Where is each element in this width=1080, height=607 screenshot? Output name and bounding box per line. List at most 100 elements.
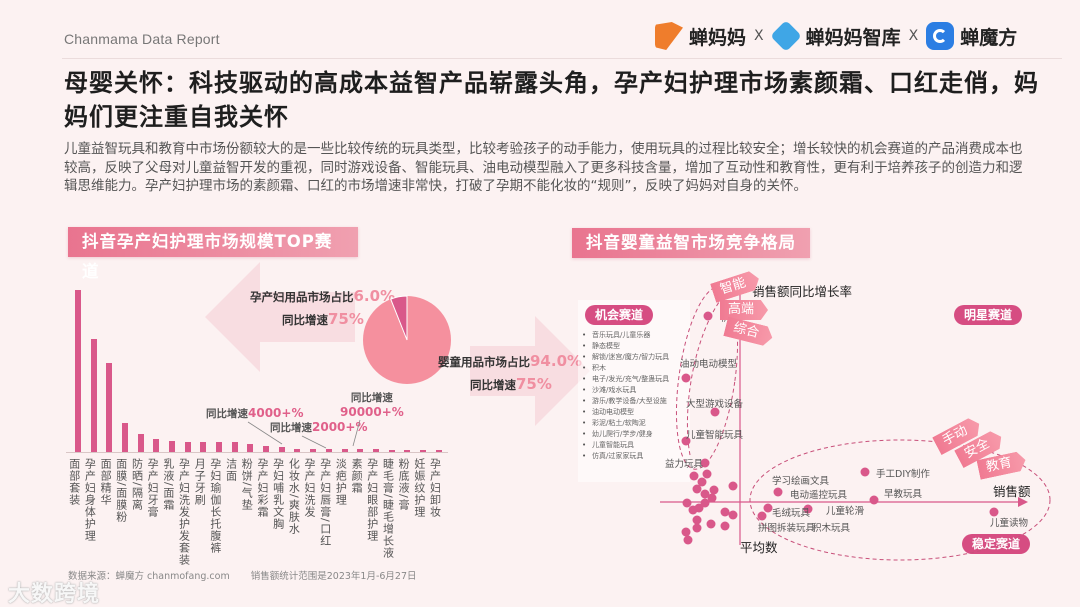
bar-fill (357, 448, 364, 452)
origin-label: 平均数 (740, 540, 778, 555)
scatter-point-label: 儿童读物 (990, 518, 1029, 529)
bar (321, 286, 337, 452)
scatter-dot (692, 523, 702, 533)
pie-label-text: 孕产妇用品市场占比 (250, 290, 354, 304)
footer-range: 销售额统计范围是2023年1月-6月27日 (250, 571, 417, 582)
bar-category-label: 化妆水/爽肤水 (287, 458, 301, 535)
opportunity-list-item: 音乐玩具/儿童乐器 (580, 330, 690, 341)
bar-category-label: 面膜/面膜粉 (114, 458, 128, 523)
bar-category-label: 面部精华 (99, 458, 113, 506)
bar-category-label: 月子牙刷 (193, 458, 207, 506)
scatter-point-label: 益力玩具 (665, 459, 704, 470)
logo-separator: X (754, 28, 764, 44)
bar (290, 286, 306, 452)
opportunity-list-item: 油动电动模型 (580, 407, 690, 418)
bar-fill (184, 442, 191, 452)
opportunity-list-item: 儿童智能玩具 (580, 440, 690, 451)
bar-category-label: 孕妇瑜伽长托腹裤 (208, 458, 222, 554)
annotation-label: 同比增速 (270, 422, 312, 434)
scatter-point-label: 早教玩具 (884, 489, 923, 500)
pie-label-infant: 婴童用品市场占比94.0% (438, 351, 582, 370)
bar (399, 286, 415, 452)
scatter-point-label: 毛绒玩具 (772, 508, 811, 519)
pie-growth-value: 75% (516, 375, 552, 393)
scatter-dot (694, 503, 704, 513)
section-banner-competition: 抖音婴童益智市场竞争格局 (572, 228, 810, 258)
logo-name-chanmama: 蝉妈妈 (689, 26, 747, 49)
bar (148, 286, 164, 452)
bar-category-label: 孕产妇身体护理 (83, 458, 97, 542)
scatter-dot (989, 507, 999, 517)
annotation-90000: 同比增速 90000+% (340, 390, 404, 419)
bar-fill (247, 443, 254, 452)
footer: 数据来源：蝉魔方 chanmofang.com 销售额统计范围是2023年1月-… (68, 568, 435, 582)
bar (305, 286, 321, 452)
bar-fill (388, 449, 395, 452)
scatter-point-label: 学习绘画文具 (772, 476, 830, 487)
bar (133, 286, 149, 452)
pie-label-maternal: 孕产妇用品市场占比6.0% (250, 286, 395, 305)
scatter-dot (700, 498, 710, 508)
scatter-point-label: 儿童轮滑 (826, 506, 865, 517)
quadrant-tag-opportunity: 机会赛道 (585, 305, 654, 325)
bar (196, 286, 212, 452)
scatter-dot (682, 498, 692, 508)
pie-chart (363, 295, 451, 384)
opportunity-list-item: 彩泥/粘土/软陶泥 (580, 418, 690, 429)
scatter-dot (773, 487, 783, 497)
scatter-dot (683, 535, 693, 545)
bar (180, 286, 196, 452)
scatter-dot (763, 503, 773, 513)
pie-label-text: 婴童用品市场占比 (438, 355, 530, 369)
logo-name-chanmofang: 蝉魔方 (960, 26, 1018, 49)
scatter-dot (681, 373, 691, 383)
scatter-dot (720, 521, 730, 531)
bar-fill (137, 434, 144, 452)
bar (86, 286, 102, 452)
scatter-point-label: 电动遥控玩具 (790, 490, 848, 501)
scatter-dot (707, 493, 717, 503)
bar (337, 286, 353, 452)
bar-category-label: 洁面 (224, 458, 238, 482)
scatter-dot (700, 489, 710, 499)
bar-category-label: 睫毛膏/睫毛增长液 (381, 458, 395, 559)
opportunity-list: 音乐玩具/儿童乐器静态模型解锁/迷宫/魔方/智力玩具积木电子/发光/充气/整蛊玩… (580, 330, 690, 462)
annotation-value: 4000+% (248, 406, 304, 420)
bar-chart (70, 286, 450, 452)
bar-fill (74, 290, 81, 452)
bar-category-label: 粉底液/膏 (397, 458, 411, 511)
scatter-dot (869, 495, 879, 505)
bar (227, 286, 243, 452)
opportunity-list-item: 积木 (580, 363, 690, 374)
partner-logos: 蝉妈妈 X 蝉妈妈智库 X 蝉魔方 (655, 18, 1017, 54)
scatter-point-label: 手工DIY制作 (876, 469, 930, 480)
bar-fill (121, 422, 128, 452)
report-label: Chanmama Data Report (64, 31, 220, 47)
bar-category-label: 乳液/面霜 (161, 458, 175, 511)
scatter-dot (689, 471, 699, 481)
bar (164, 286, 180, 452)
section-banner-maternal: 抖音孕产妇护理市场规模TOP赛道 (68, 227, 358, 281)
scatter-dot (803, 504, 813, 514)
annotation-leader-line (247, 421, 283, 445)
bar-category-label: 孕产妇卸妆 (428, 458, 442, 518)
bar (368, 286, 384, 452)
scatter-dot (703, 311, 713, 321)
annotation-leader-line (352, 419, 361, 447)
scatter-dot (728, 481, 738, 491)
bar-fill (419, 450, 426, 452)
scatter-dot (860, 467, 870, 477)
bar (415, 286, 431, 452)
scatter-dot (709, 485, 719, 495)
bar-chart-categories: 面部套装 孕产妇身体护理 面部精华 面膜/面膜粉 防晒/隔离 孕产妇牙膏 乳液/面霜 孕产妇洗… (66, 458, 452, 566)
scatter-dot (692, 515, 702, 525)
pie-growth-value: 75% (328, 310, 364, 328)
bar-fill (372, 448, 379, 452)
scatter-dot (681, 436, 691, 446)
annotation-value: 90000+% (340, 405, 404, 419)
scatter-dot (702, 469, 712, 479)
opportunity-list-item: 电子/发光/充气/整蛊玩具 (580, 374, 690, 385)
annotation-label: 同比增速 (350, 392, 393, 404)
chanmofang-logo-icon (926, 22, 955, 50)
scatter-dot (757, 511, 767, 521)
